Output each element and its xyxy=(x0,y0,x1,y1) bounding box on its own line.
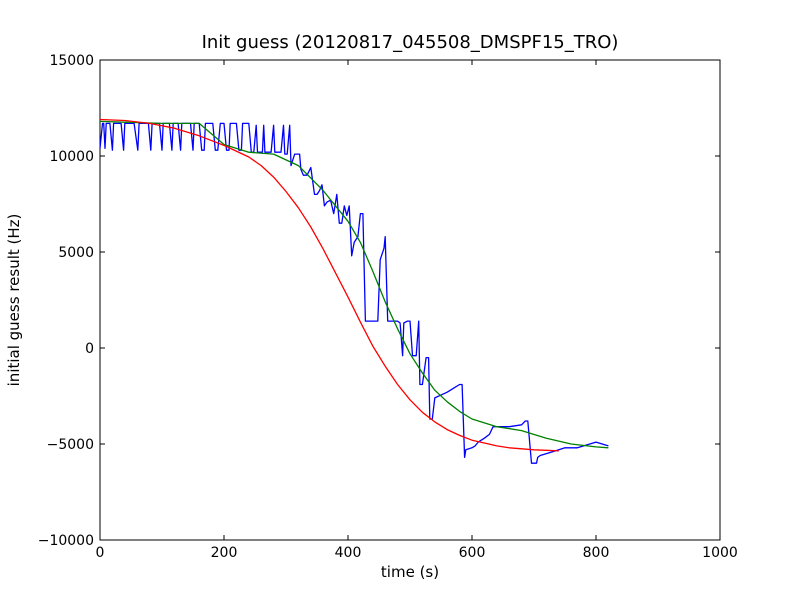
series-layer xyxy=(99,118,609,464)
x-tick-label: 200 xyxy=(211,545,238,561)
y-axis-label: initial guess result (Hz) xyxy=(5,214,23,387)
series-line-3 xyxy=(99,118,559,452)
y-tick-label: 5000 xyxy=(58,245,94,261)
chart-title: Init guess (20120817_045508_DMSPF15_TRO) xyxy=(202,32,619,53)
y-tick-label: −5000 xyxy=(47,437,94,453)
x-tick-label: 800 xyxy=(583,545,610,561)
y-tick-label: −10000 xyxy=(38,533,94,549)
tick-layer: 0 200 400 600 800 1000 −10000 −5000 0 5000 10000 15… xyxy=(38,53,738,561)
plot-area: 0 200 400 600 800 1000 −10000 −5000 0 5000 10000 15… xyxy=(38,53,738,561)
x-tick-label: 400 xyxy=(335,545,362,561)
y-tick-label: 15000 xyxy=(49,53,94,69)
series-line-2 xyxy=(99,120,609,449)
y-tick-label: 10000 xyxy=(49,149,94,165)
x-axis-label: time (s) xyxy=(381,563,439,581)
x-tick-label: 1000 xyxy=(702,545,738,561)
series-line-1 xyxy=(99,122,609,464)
y-tick-label: 0 xyxy=(85,341,94,357)
plot-frame xyxy=(99,59,721,541)
x-tick-label: 600 xyxy=(459,545,486,561)
x-tick-label: 0 xyxy=(96,545,105,561)
